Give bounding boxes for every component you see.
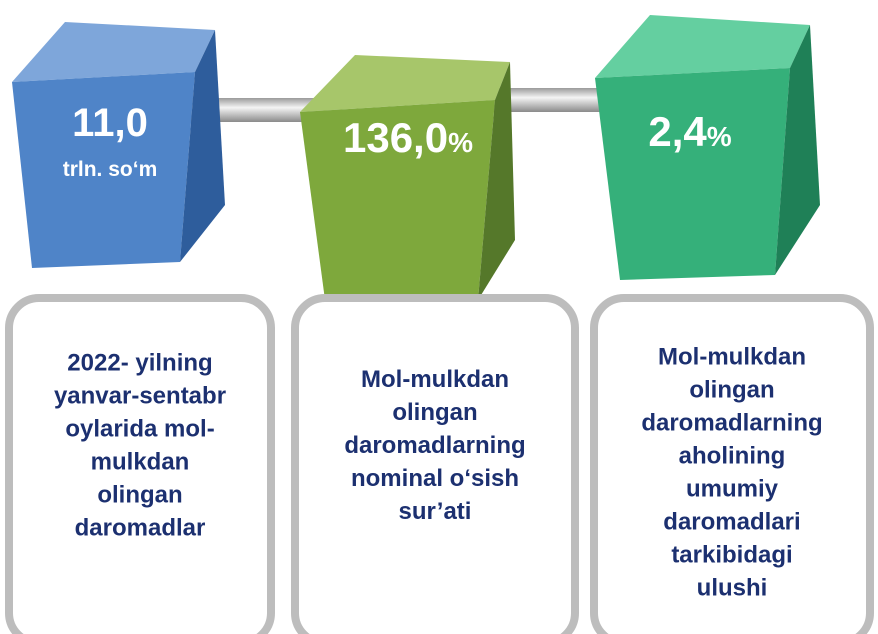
description-line: daromadlarning	[344, 432, 525, 459]
cube	[300, 55, 515, 300]
description-line: ulushi	[697, 575, 768, 602]
cube	[12, 22, 225, 268]
value: 11,0	[72, 101, 148, 145]
description-line: oylarida mol-	[65, 416, 214, 443]
description-line: daromadlari	[663, 509, 800, 536]
unit: %	[448, 127, 473, 158]
value: 2,4	[648, 108, 707, 155]
description-line: sur’ati	[399, 498, 472, 525]
value: 136,0	[343, 114, 448, 161]
description-line: olingan	[689, 377, 774, 404]
unit: trln. so‘m	[63, 158, 158, 181]
description-line: mulkdan	[91, 449, 190, 476]
description-line: olingan	[97, 482, 182, 509]
infographic: 11,0 trln. so‘m 136,0% 2,4% 2022- yilnin…	[0, 0, 878, 634]
description-line: Mol-mulkdan	[658, 344, 806, 371]
description-line: olingan	[392, 399, 477, 426]
description-line: nominal o‘sish	[351, 465, 519, 492]
description-line: tarkibidagi	[671, 542, 792, 569]
description-line: daromadlarning	[641, 410, 822, 437]
description-line: yanvar-sentabr	[54, 383, 226, 410]
description-line: 2022- yilning	[67, 350, 212, 377]
unit: %	[707, 121, 732, 152]
description-line: daromadlar	[75, 515, 206, 542]
description-line: umumiy	[686, 476, 779, 503]
description-line: Mol-mulkdan	[361, 366, 509, 393]
description-line: aholining	[679, 443, 786, 470]
